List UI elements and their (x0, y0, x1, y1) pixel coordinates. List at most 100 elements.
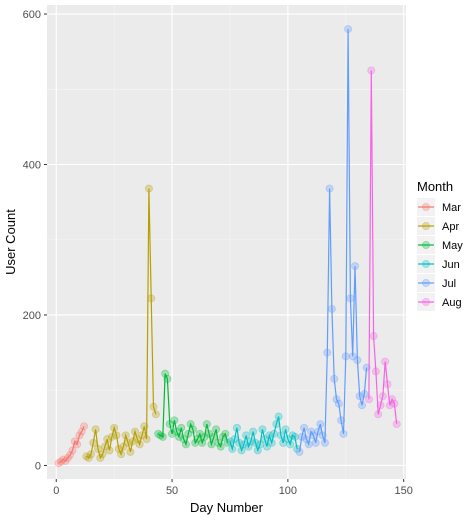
y-axis-title: User Count (3, 209, 18, 275)
data-point (281, 425, 290, 434)
legend-item-aug: Aug (417, 293, 462, 311)
x-axis-title: Day Number (190, 500, 264, 515)
data-point (98, 450, 107, 459)
data-point (168, 429, 177, 438)
data-point (96, 453, 105, 462)
legend-key-point (421, 278, 430, 287)
series-mar (54, 422, 89, 468)
data-point (137, 431, 146, 440)
series-may (154, 369, 232, 451)
series-line (298, 29, 368, 452)
data-point (59, 455, 68, 464)
data-point (369, 332, 378, 341)
data-point (246, 437, 255, 446)
data-point (355, 392, 364, 401)
data-point (235, 438, 244, 447)
data-point (147, 294, 156, 303)
y-tick-label: 200 (23, 310, 41, 322)
series-line (58, 426, 85, 464)
data-point (172, 427, 181, 436)
data-point (362, 363, 371, 372)
data-point (112, 431, 121, 440)
data-point (376, 401, 385, 410)
data-point (170, 416, 179, 425)
legend-label: May (442, 240, 463, 252)
data-point (330, 374, 339, 383)
data-point (256, 440, 265, 449)
x-tick-label: 100 (279, 485, 297, 497)
data-point (73, 440, 82, 449)
legend: Month Mar Apr May Jun Jul Aug (417, 179, 463, 311)
data-point (237, 446, 246, 455)
data-point (100, 442, 109, 451)
data-point (290, 432, 299, 441)
data-point (265, 431, 274, 440)
data-point (251, 438, 260, 447)
legend-label: Aug (442, 297, 462, 309)
data-point (313, 427, 322, 436)
data-point (61, 456, 70, 465)
data-point (383, 380, 392, 389)
data-point (249, 427, 258, 436)
data-point (93, 444, 102, 453)
series-line (368, 70, 398, 425)
data-point (114, 444, 123, 453)
legend-key-point (421, 297, 430, 306)
panel-background (47, 5, 406, 479)
data-point (332, 395, 341, 404)
data-point (288, 431, 297, 440)
series-line (229, 416, 298, 453)
data-point (390, 399, 399, 408)
data-point (283, 435, 292, 444)
data-point (163, 374, 172, 383)
data-point (392, 420, 401, 429)
data-point (135, 440, 144, 449)
data-point (388, 395, 397, 404)
data-point (214, 438, 223, 447)
data-point (110, 423, 119, 432)
data-point (186, 420, 195, 429)
data-point (191, 438, 200, 447)
data-point (175, 432, 184, 441)
data-point (75, 431, 84, 440)
data-point (364, 395, 373, 404)
data-point (374, 410, 383, 419)
legend-item-jun: Jun (417, 255, 460, 273)
legend-item-mar: Mar (417, 198, 461, 216)
data-point (232, 423, 241, 432)
x-tick-label: 0 (53, 485, 59, 497)
data-point (161, 369, 170, 378)
data-point (198, 438, 207, 447)
data-point (272, 420, 281, 429)
data-point (221, 429, 230, 438)
data-point (279, 438, 288, 447)
x-tick-label: 150 (395, 485, 413, 497)
data-point (84, 453, 93, 462)
data-point (126, 447, 135, 456)
data-point (228, 444, 237, 453)
data-point (193, 435, 202, 444)
legend-label: Jun (442, 259, 460, 271)
axes: 0 50 100 150 0 200 400 600 (23, 9, 413, 497)
data-point (87, 450, 96, 459)
data-point (131, 427, 140, 436)
data-point (124, 438, 133, 447)
legend-label: Mar (442, 202, 461, 214)
data-point (353, 356, 362, 365)
data-point (140, 422, 149, 431)
data-point (327, 304, 336, 313)
data-point (242, 431, 251, 440)
data-point (348, 352, 357, 361)
legend-label: Jul (442, 278, 456, 290)
legend-title: Month (417, 179, 453, 194)
data-point (334, 399, 343, 408)
series-jun (225, 412, 302, 455)
series-apr (82, 184, 160, 462)
data-point (286, 440, 295, 449)
data-point (385, 401, 394, 410)
data-point (142, 435, 151, 444)
legend-key-point (421, 259, 430, 268)
data-point (269, 429, 278, 438)
data-point (230, 435, 239, 444)
